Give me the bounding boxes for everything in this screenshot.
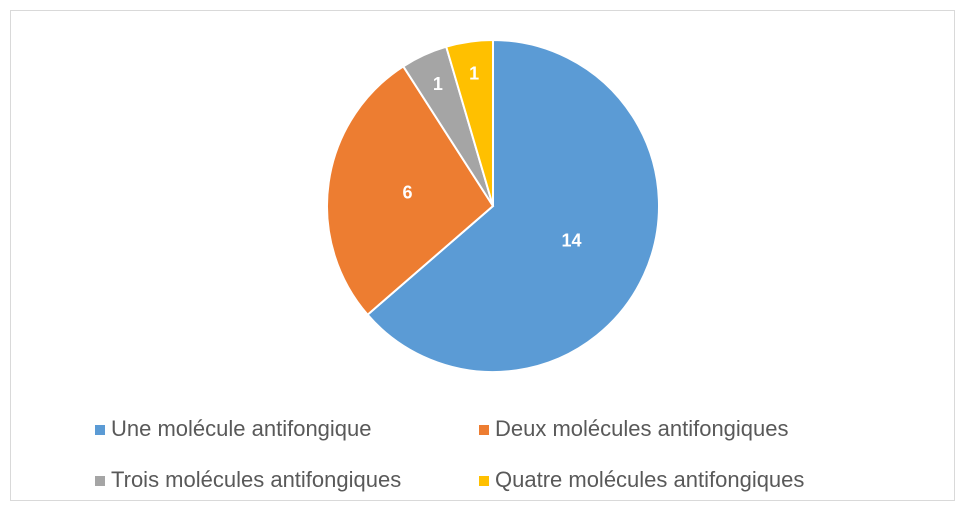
legend-label: Une molécule antifongique (111, 416, 372, 441)
data-label: 14 (562, 231, 582, 251)
legend-swatch (95, 425, 105, 435)
legend-label: Quatre molécules antifongiques (495, 467, 804, 492)
pie-slice (444, 38, 494, 207)
legend-label: Deux molécules antifongiques (495, 416, 789, 441)
legend-swatch (95, 476, 105, 486)
legend-swatch (479, 476, 489, 486)
pie-slice (326, 64, 495, 317)
legend-label: Trois molécules antifongiques (111, 467, 401, 492)
legend-swatch (479, 425, 489, 435)
data-label: 6 (403, 182, 413, 202)
data-label: 1 (433, 74, 443, 94)
pie-slice (366, 38, 660, 373)
data-label: 1 (469, 63, 479, 83)
